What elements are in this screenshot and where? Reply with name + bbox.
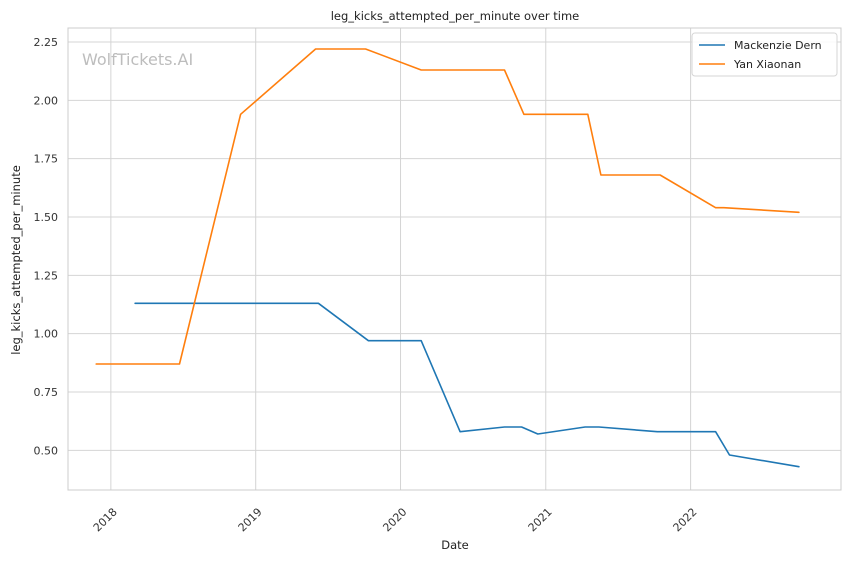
chart-title: leg_kicks_attempted_per_minute over time	[331, 9, 580, 23]
y-axis-label: leg_kicks_attempted_per_minute	[9, 165, 23, 355]
y-tick-label-0-75: 0.75	[34, 386, 59, 399]
plot-frame	[67, 27, 842, 491]
legend-label-mackenzie-dern: Mackenzie Dern	[734, 39, 822, 52]
watermark: WolfTickets.AI	[82, 50, 193, 69]
x-axis-label: Date	[441, 538, 469, 552]
legend-box	[691, 32, 838, 77]
legend: Mackenzie Dern Yan Xiaonan	[691, 32, 838, 77]
y-tick-label-2-25: 2.25	[34, 36, 59, 49]
y-tick-label-0-50: 0.50	[34, 444, 59, 457]
series-line-mackenzie-dern	[134, 302, 800, 468]
legend-label-yan-xiaonan: Yan Xiaonan	[733, 58, 801, 71]
y-tick-label-2-00: 2.00	[34, 94, 59, 107]
y-tick-label-1-75: 1.75	[34, 153, 59, 166]
y-tick-label-1-50: 1.50	[34, 211, 59, 224]
y-tick-labels: 0.50 0.75 1.00 1.25 1.50 1.75 2.00 2.25	[34, 36, 59, 457]
y-tick-label-1-25: 1.25	[34, 269, 59, 282]
series-line-yan-xiaonan	[95, 48, 800, 365]
y-tick-label-1-00: 1.00	[34, 328, 59, 341]
series-lines	[95, 48, 800, 468]
